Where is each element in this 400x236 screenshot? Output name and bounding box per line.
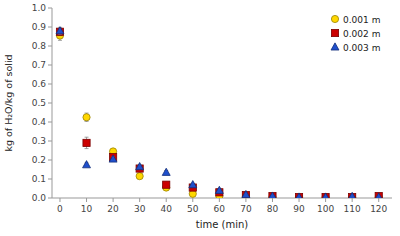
- point: [295, 194, 302, 198]
- y-tick: [48, 84, 52, 85]
- y-tick: [48, 160, 52, 161]
- y-tick: [48, 179, 52, 180]
- x-tick: [86, 198, 87, 202]
- y-tick: [48, 141, 52, 142]
- x-tick-label: 60: [214, 204, 226, 214]
- point: [136, 163, 144, 170]
- point: [295, 193, 303, 198]
- x-tick-label: 0: [57, 204, 63, 214]
- y-tick-label: 0.2: [32, 155, 46, 165]
- y-tick: [48, 65, 52, 66]
- x-tick: [272, 198, 273, 202]
- point: [322, 194, 329, 198]
- point: [163, 181, 170, 188]
- point: [375, 193, 383, 198]
- x-tick-label: 100: [317, 204, 334, 214]
- point: [322, 193, 329, 198]
- x-tick-label: 10: [81, 204, 93, 214]
- x-tick-label: 110: [344, 204, 361, 214]
- x-tick: [166, 198, 167, 202]
- x-tick-label: 120: [370, 204, 387, 214]
- y-tick-label: 0.3: [32, 136, 46, 146]
- x-tick: [245, 198, 246, 202]
- y-tick: [48, 122, 52, 123]
- series: [56, 27, 383, 198]
- y-tick-label: 0.8: [32, 41, 47, 51]
- point: [83, 139, 90, 146]
- x-tick-label: 40: [160, 204, 172, 214]
- error-bar-cap: [85, 137, 89, 138]
- point: [162, 168, 170, 175]
- x-tick: [59, 198, 60, 202]
- x-tick: [139, 198, 140, 202]
- x-tick-label: 30: [134, 204, 146, 214]
- x-tick: [325, 198, 326, 202]
- point: [109, 155, 117, 162]
- plot-marks: [56, 27, 383, 198]
- y-tick-label: 0.4: [32, 117, 47, 127]
- y-tick-label: 1.0: [32, 3, 47, 13]
- x-tick-label: 90: [293, 204, 305, 214]
- y-tick: [48, 103, 52, 104]
- x-tick: [192, 198, 193, 202]
- x-tick: [352, 198, 353, 202]
- point: [269, 192, 277, 198]
- point: [189, 181, 197, 188]
- x-tick-label: 80: [267, 204, 279, 214]
- x-tick-label: 20: [107, 204, 119, 214]
- point: [83, 161, 91, 168]
- chart: 0 10 20 30 40 50 60 70 80 90 100 110 120 0.0 0.1 0.2 0.3…: [0, 0, 400, 236]
- legend-marker: [331, 15, 338, 22]
- x-tick: [378, 198, 379, 202]
- point: [375, 193, 382, 199]
- legend-label: 0.003 m: [343, 43, 380, 53]
- x-tick-label: 70: [240, 204, 252, 214]
- y-tick-label: 0.5: [32, 98, 46, 108]
- y-tick: [48, 8, 52, 9]
- series: [56, 28, 382, 198]
- point: [269, 193, 276, 199]
- series: [56, 31, 382, 198]
- x-tick-label: 50: [187, 204, 199, 214]
- y-axis-label: kg of H₂O/kg of solid: [3, 54, 14, 151]
- legend-label: 0.002 m: [343, 29, 380, 39]
- y-tick: [48, 46, 52, 47]
- legend: 0.001 m 0.002 m 0.003 m: [331, 15, 380, 53]
- y-tick-label: 0.6: [32, 79, 47, 89]
- x-tick: [219, 198, 220, 202]
- point: [322, 193, 330, 198]
- point: [348, 192, 356, 198]
- y-tick-label: 0.9: [32, 22, 47, 32]
- point: [136, 173, 143, 180]
- y-tick-label: 0.0: [32, 193, 47, 203]
- legend-marker: [331, 43, 339, 50]
- point: [242, 190, 250, 197]
- y-tick-label: 0.1: [32, 174, 46, 184]
- y-tick-label: 0.7: [32, 60, 46, 70]
- point: [295, 193, 302, 198]
- error-bar-cap: [85, 148, 89, 149]
- legend-marker: [331, 29, 338, 36]
- point: [56, 27, 64, 34]
- error-bar-cap: [58, 40, 62, 41]
- x-tick: [113, 198, 114, 202]
- y-tick: [48, 198, 52, 199]
- x-axis-label: time (min): [196, 219, 249, 230]
- y-tick: [48, 27, 52, 28]
- point: [83, 114, 90, 121]
- point: [215, 186, 223, 193]
- x-tick: [299, 198, 300, 202]
- legend-label: 0.001 m: [343, 15, 380, 25]
